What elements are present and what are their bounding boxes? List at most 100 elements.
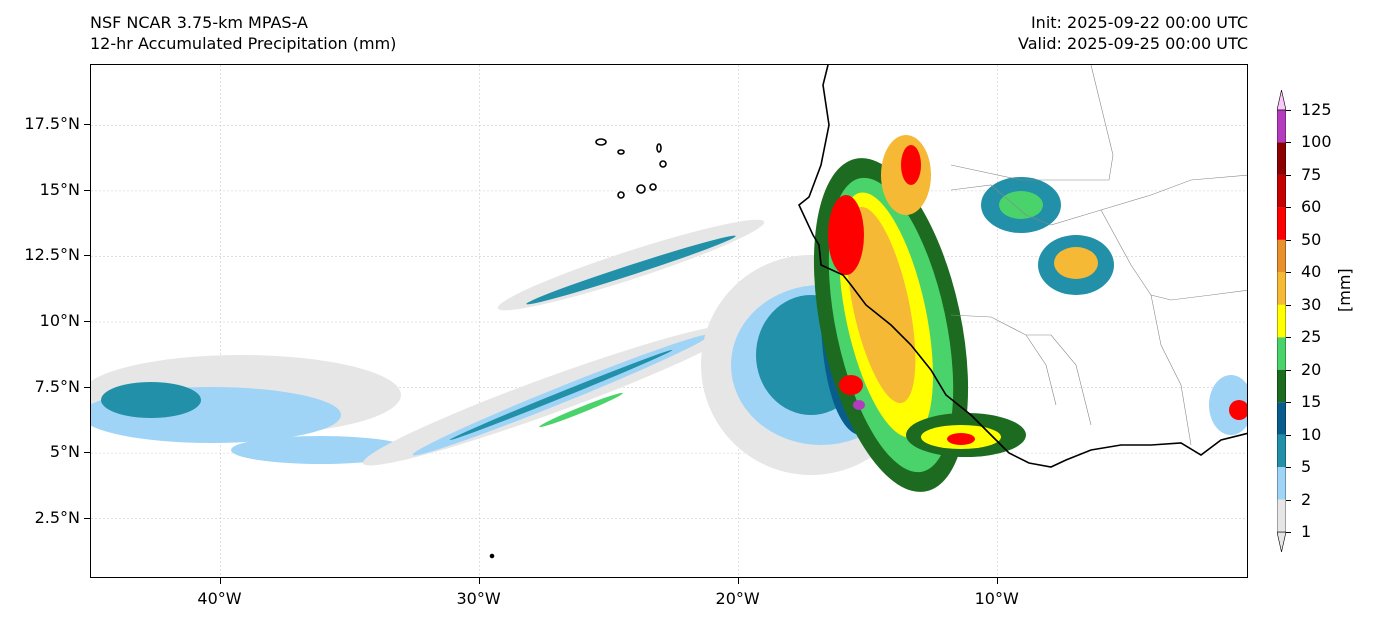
cape-verde-island [636,184,646,194]
precip-area [231,436,411,464]
lat-tick-label: 7.5°N [34,376,80,396]
colorbar-tick [1286,467,1291,469]
colorbar-extend-min [1277,531,1286,552]
map-canvas [91,65,1247,577]
colorbar-tick [1286,174,1291,176]
colorbar-level-label: 2 [1301,489,1312,509]
lat-tick-label: 10°N [39,311,80,330]
colorbar-band [1277,467,1286,500]
lat-tick-mark [84,189,90,191]
colorbar-level-label: 100 [1301,132,1332,152]
colorbar-extend-max [1277,90,1286,111]
precip-area [828,195,864,275]
border-line [1025,334,1057,406]
field-title: 12-hr Accumulated Precipitation (mm) [90,34,397,53]
lat-tick-mark [84,386,90,388]
precip-area [101,382,201,418]
border-line [950,174,1247,226]
lon-tick-mark [737,578,739,584]
precip-area [526,235,736,305]
lat-tick-mark [84,321,90,322]
lon-tick-label: 10°W [974,589,1019,608]
colorbar-tick [1286,402,1291,404]
lat-tick-label: 12.5°N [24,245,80,265]
border-line [950,65,1114,181]
colorbar-level-label: 15 [1301,392,1322,412]
colorbar-level-label: 125 [1301,100,1332,119]
west-africa-coastline [798,65,1247,468]
coastline [489,65,1247,559]
lat-tick-label: 15°N [39,179,80,199]
precip-area [853,400,865,410]
cape-verde-island [656,143,662,153]
colorbar-band [1277,434,1286,468]
valid-time: Valid: 2025-09-25 00:00 UTC [1017,34,1248,53]
precip-area [846,207,916,403]
lon-tick-label: 40°W [197,589,242,608]
colorbar-level-label: 75 [1301,164,1322,184]
title-block-right: Init: 2025-09-22 00:00 UTC Valid: 2025-0… [1018,12,1248,54]
title-block-left: NSF NCAR 3.75-km MPAS-A 12-hr Accumulate… [90,12,396,54]
init-time: Init: 2025-09-22 00:00 UTC [1030,13,1248,32]
cape-verde-island [595,138,607,146]
colorbar-level-label: 10 [1301,424,1322,444]
colorbar-band [1277,142,1286,175]
lat-tick-label: 17.5°N [24,114,80,134]
lat-tick-mark [84,124,90,126]
colorbar-band [1277,239,1286,273]
colorbar-units: [mm] [1335,268,1354,312]
lat-tick-label: 2.5°N [34,507,80,527]
colorbar-band [1277,207,1286,240]
lon-tick-mark [219,578,221,584]
colorbar-band [1277,402,1286,435]
colorbar-tick [1286,369,1291,371]
precip-area [449,349,673,441]
lon-tick-label: 30°W [456,589,501,608]
lon-tick-mark [478,578,480,584]
colorbar-level-label: 30 [1301,294,1322,314]
precip-area [901,145,921,185]
lat-tick-mark [84,517,90,519]
lon-tick-mark [996,578,998,584]
colorbar-level-label: 25 [1301,327,1322,347]
lat-tick-mark [84,255,90,257]
colorbar-band [1277,304,1286,338]
colorbar-tick [1286,499,1291,501]
border-line [950,314,1092,426]
colorbar-band [1277,337,1286,370]
border-line [1150,294,1192,446]
colorbar-level-label: 40 [1301,262,1322,282]
lon-tick-label: 20°W [715,589,760,608]
lat-tick-mark [84,452,90,454]
colorbar-tick [1286,272,1291,274]
colorbar-band [1277,110,1286,143]
colorbar-tick [1286,304,1291,306]
colorbar-level-label: 50 [1301,229,1322,249]
precipitation-map [90,64,1248,578]
colorbar-tick [1286,110,1291,111]
colorbar-level-label: 20 [1301,359,1322,379]
colorbar-tick [1286,239,1291,241]
colorbar-tick [1286,434,1291,436]
cape-verde-island [649,183,657,191]
colorbar-band [1277,369,1286,403]
precip-area [1229,400,1247,420]
small-island [489,553,495,559]
map-gridlines [91,65,1247,577]
colorbar-band [1277,272,1286,305]
cape-verde-island [659,160,667,168]
cape-verde-island [617,149,625,155]
model-title: NSF NCAR 3.75-km MPAS-A [90,13,308,32]
colorbar-tick [1286,142,1291,144]
colorbar-tick [1286,337,1291,339]
colorbar-outline [1277,109,1286,533]
precip-area [1209,375,1247,435]
cape-verde-island [617,191,625,199]
precip-area [999,191,1043,219]
colorbar-level-label: 1 [1301,522,1312,541]
precip-area [947,433,975,445]
colorbar-level-label: 5 [1301,457,1312,477]
colorbar-band [1277,174,1286,208]
colorbar-tick [1286,207,1291,209]
colorbar-tick [1286,532,1291,533]
